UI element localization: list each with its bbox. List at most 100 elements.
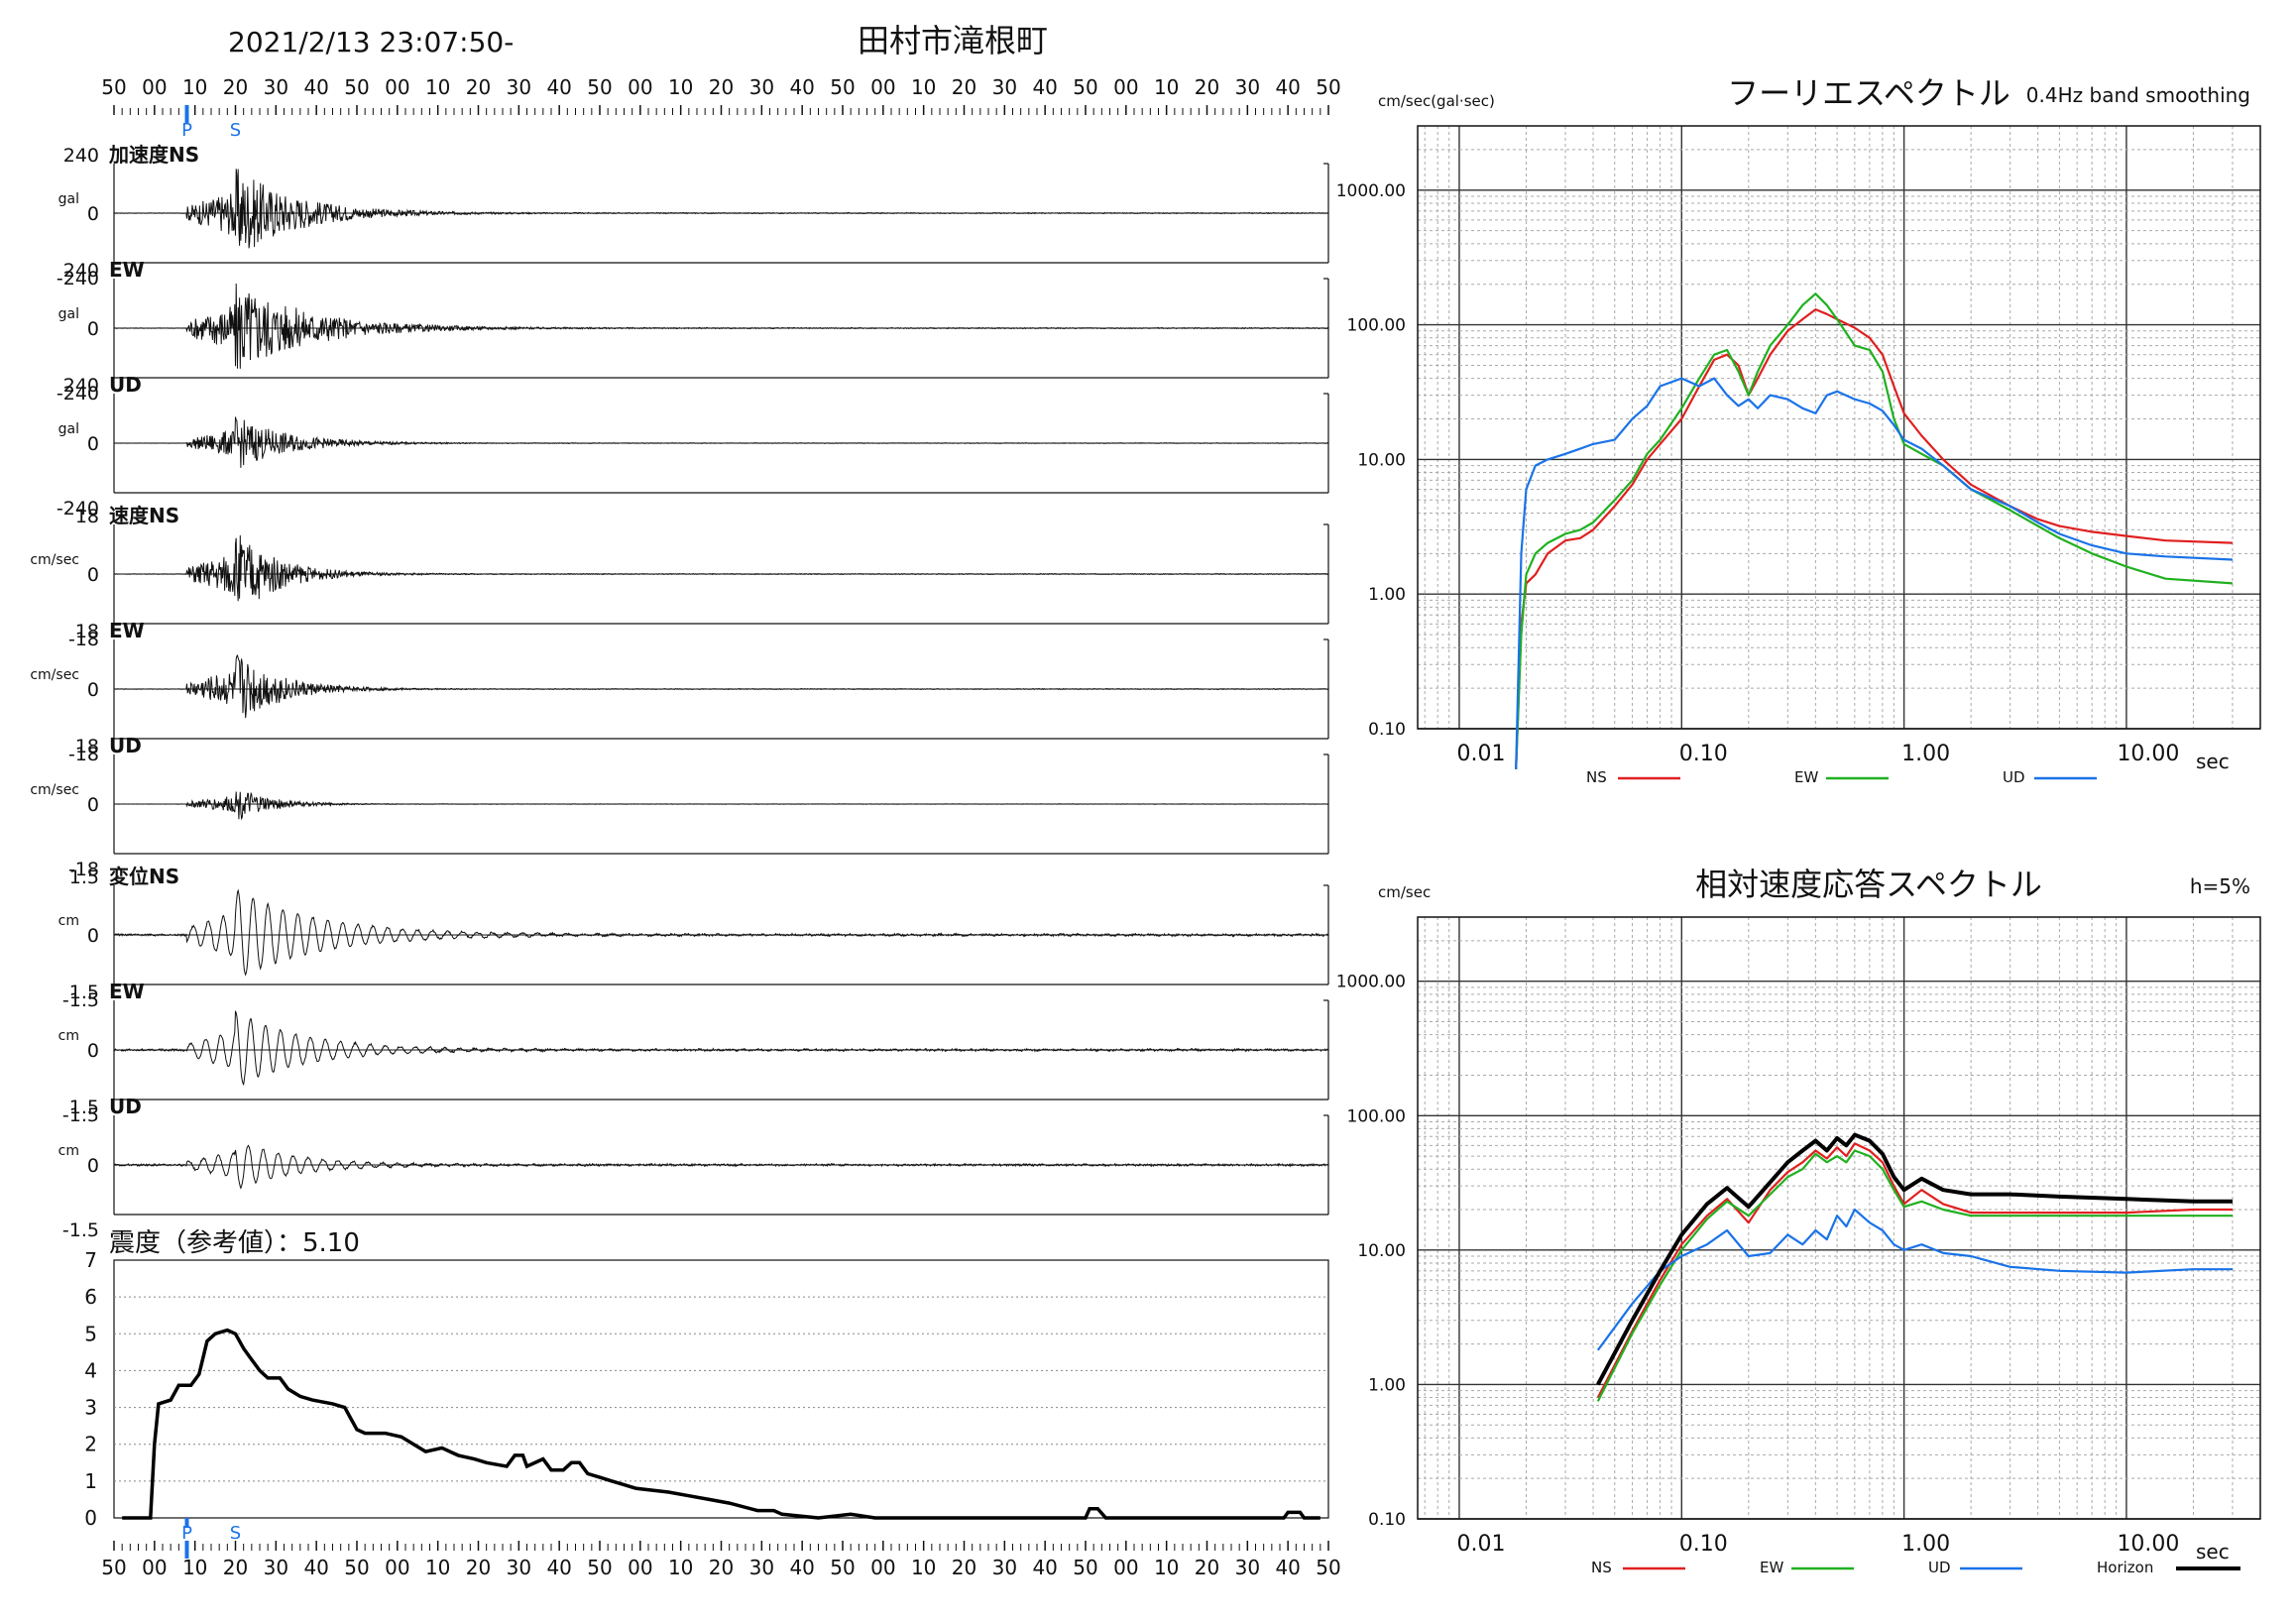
waveform-unit-label: cm/sec xyxy=(30,667,79,683)
waveform-trace xyxy=(113,653,1329,719)
time-tick-label: 00 xyxy=(870,75,895,99)
intensity-tick-label: 7 xyxy=(84,1248,97,1272)
spectrum-y-tick-label: 10.00 xyxy=(1357,450,1406,470)
legend-label: NS xyxy=(1586,768,1607,786)
waveform-max-label: 1.5 xyxy=(69,1097,99,1118)
waveform-max-label: 18 xyxy=(75,621,99,642)
waveform-min-label: -1.5 xyxy=(62,989,99,1011)
time-tick-label: 40 xyxy=(1032,75,1057,99)
time-tick-label: 50 xyxy=(830,75,855,99)
intensity-tick-label: 6 xyxy=(84,1285,97,1309)
waveform-unit-label: cm/sec xyxy=(30,552,79,568)
waveform-min-label: -18 xyxy=(68,744,99,765)
spectrum-x-unit: sec xyxy=(2196,1540,2230,1564)
spectrum-y-tick-label: 100.00 xyxy=(1347,1106,1406,1126)
waveform-trace xyxy=(113,534,1329,602)
waveform-unit-label: cm/sec xyxy=(30,782,79,798)
intensity-series-line xyxy=(122,1328,1320,1520)
spectrum-title: 相対速度応答スペクトル xyxy=(1695,866,2042,903)
waveform-trace xyxy=(113,791,1329,821)
time-tick-label: 20 xyxy=(466,75,491,99)
waveform-label: UD xyxy=(109,1095,142,1118)
spectrum-series-horizon xyxy=(1596,1132,2233,1386)
time-tick-label: 00 xyxy=(1113,1556,1138,1579)
time-tick-label: 40 xyxy=(546,75,571,99)
spectrum-frame xyxy=(1417,125,2261,730)
time-tick-label: 10 xyxy=(182,1556,207,1579)
time-tick-label: 20 xyxy=(466,1556,491,1579)
time-tick-label: 50 xyxy=(101,75,126,99)
waveform-label: 加速度NS xyxy=(108,143,199,167)
waveform-unit-label: cm xyxy=(58,1028,79,1044)
time-tick-label: 30 xyxy=(264,75,288,99)
intensity-tick-label: 3 xyxy=(84,1396,97,1420)
time-tick-label: 10 xyxy=(182,75,207,99)
time-tick-label: 30 xyxy=(507,75,531,99)
time-tick-label: 30 xyxy=(507,1556,531,1579)
waveform-max-label: 18 xyxy=(75,736,99,757)
time-tick-label: 20 xyxy=(223,75,248,99)
waveform-max-label: 1.5 xyxy=(69,867,99,888)
waveform-zero-label: 0 xyxy=(87,794,99,816)
s-arrival-label: S xyxy=(230,1523,241,1544)
intensity-tick-label: 1 xyxy=(84,1469,97,1493)
waveform-zero-label: 0 xyxy=(87,1040,99,1062)
waveform-trace xyxy=(113,416,1329,468)
spectrum-subtitle: 0.4Hz band smoothing xyxy=(2026,83,2250,107)
spectrum-ylabel: cm/sec xyxy=(1378,883,1431,901)
spectrum-x-tick-label: 1.00 xyxy=(1901,1532,1950,1557)
time-tick-label: 10 xyxy=(1154,1556,1179,1579)
time-tick-label: 20 xyxy=(952,75,976,99)
intensity-tick-label: 2 xyxy=(84,1433,97,1456)
bottom-time-axis: 50 00 10 20 30 40 50 00 10 20 30 40 50 00 10 20 30 40 50 00… xyxy=(101,1523,1340,1579)
waveform-max-label: 240 xyxy=(63,375,99,397)
legend-label: Horizon xyxy=(2097,1559,2153,1576)
time-tick-label: 50 xyxy=(101,1556,126,1579)
event-datetime: 2021/2/13 23:07:50- xyxy=(228,26,514,58)
spectrum-series-ud xyxy=(1596,1208,2233,1351)
spectrum-series-ns xyxy=(1515,308,2234,769)
s-arrival-label: S xyxy=(230,120,241,141)
waveform-unit-label: cm xyxy=(58,1143,79,1159)
waveform-label: 変位NS xyxy=(109,865,179,888)
spectrum-subtitle: h=5% xyxy=(2190,874,2250,898)
time-tick-label: 40 xyxy=(1275,75,1300,99)
time-tick-label: 50 xyxy=(1316,75,1340,99)
time-tick-label: 20 xyxy=(1195,75,1219,99)
intensity-chart: 震度（参考値）：5.10 0 1 2 3 4 5 6 7 xyxy=(84,1228,1329,1530)
waveform-trace xyxy=(113,1144,1329,1190)
waveform-zero-label: 0 xyxy=(87,925,99,947)
waveform-zero-label: 0 xyxy=(87,1155,99,1177)
time-tick-label: 40 xyxy=(789,1556,814,1579)
waveform-zero-label: 0 xyxy=(87,203,99,225)
spectrum-y-tick-label: 0.10 xyxy=(1368,1510,1406,1530)
time-tick-label: 30 xyxy=(749,75,774,99)
spectrum-series-ew xyxy=(1515,292,2234,769)
waveform-max-label: 240 xyxy=(63,260,99,282)
spectrum-x-tick-label: 0.01 xyxy=(1456,1532,1505,1557)
waveform-trace xyxy=(114,169,1329,249)
time-tick-label: 00 xyxy=(142,1556,167,1579)
spectrum-x-tick-label: 10.00 xyxy=(2117,1532,2179,1557)
spectrum-y-tick-label: 1.00 xyxy=(1368,585,1406,605)
waveform-max-label: 1.5 xyxy=(69,982,99,1003)
waveform-zero-label: 0 xyxy=(87,564,99,586)
spectrum-series-ud xyxy=(1515,377,2234,769)
waveform-label: UD xyxy=(109,734,142,757)
waveform-panel: 2021/2/13 23:07:50- 田村市滝根町 50 00 10 20 30 40 5… xyxy=(30,22,1340,1579)
waveform-label: EW xyxy=(109,619,145,642)
waveform-min-label: -18 xyxy=(68,859,99,880)
time-tick-label: 00 xyxy=(1113,75,1138,99)
waveform-unit-label: gal xyxy=(58,421,79,437)
time-tick-label: 20 xyxy=(223,1556,248,1579)
time-tick-label: 30 xyxy=(992,1556,1017,1579)
waveform-unit-label: gal xyxy=(58,191,79,207)
waveform-label: 速度NS xyxy=(109,504,179,527)
waveform-min-label: -240 xyxy=(57,498,99,520)
waveform-zero-label: 0 xyxy=(87,679,99,701)
waveform-max-label: 18 xyxy=(75,506,99,527)
time-tick-label: 00 xyxy=(870,1556,895,1579)
time-tick-label: 00 xyxy=(628,1556,652,1579)
intensity-frame xyxy=(113,1259,1329,1519)
